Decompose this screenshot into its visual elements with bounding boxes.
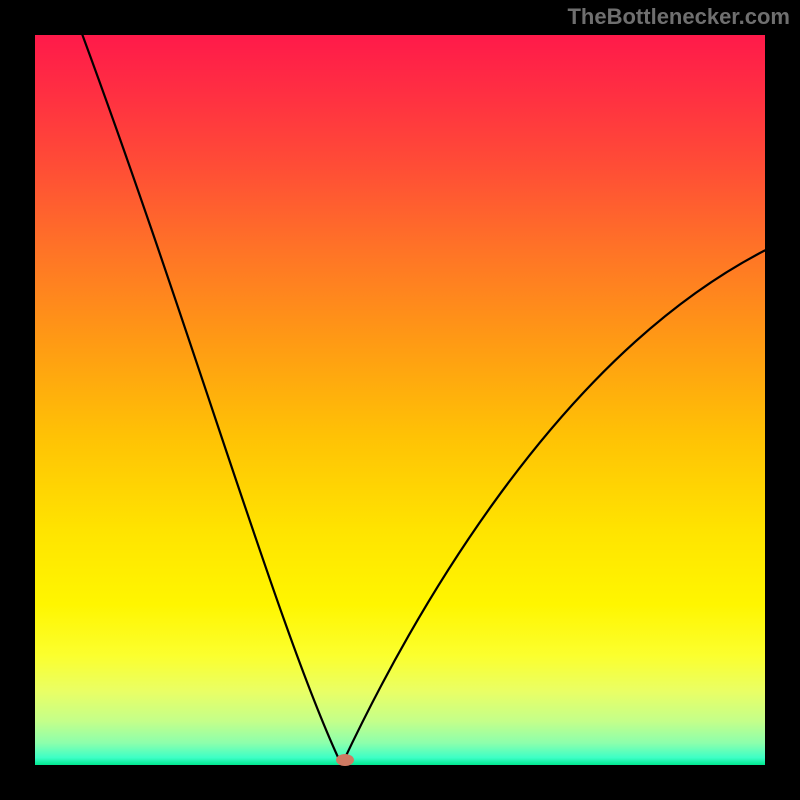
optimal-point-marker [336, 754, 354, 766]
bottleneck-curve [0, 0, 800, 800]
watermark-text: TheBottlenecker.com [567, 4, 790, 30]
